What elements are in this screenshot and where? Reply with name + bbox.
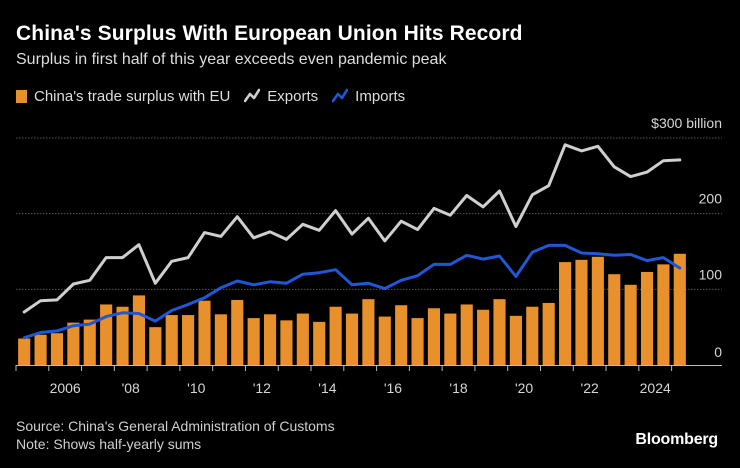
- y-axis-tick-labels: 0 100 200 $300 billion: [651, 115, 722, 360]
- exports-line: [22, 143, 682, 314]
- gridlines: [16, 137, 722, 290]
- surplus-bar: [313, 321, 326, 365]
- x-tick-label-2012: '12: [253, 380, 271, 396]
- surplus-bar: [378, 316, 391, 365]
- surplus-bar: [67, 322, 80, 365]
- surplus-bar: [132, 295, 145, 365]
- surplus-bar: [411, 318, 424, 365]
- surplus-bar: [149, 327, 162, 365]
- surplus-bar: [18, 338, 31, 365]
- legend-item-surplus: China's trade surplus with EU: [16, 88, 230, 105]
- surplus-bar: [427, 308, 441, 365]
- surplus-bar: [34, 334, 47, 365]
- x-tick-label-2014: '14: [318, 380, 336, 396]
- x-tick-label-2008: '08: [122, 380, 140, 396]
- y-tick-label-300: $300 billion: [651, 115, 722, 131]
- legend-item-exports: Exports: [244, 87, 318, 105]
- surplus-bar: [280, 320, 293, 365]
- surplus-bar: [214, 314, 227, 365]
- footnote: Note: Shows half-yearly sums: [16, 436, 202, 452]
- legend-label-surplus: China's trade surplus with EU: [34, 87, 231, 105]
- surplus-bar: [624, 284, 637, 365]
- x-tick-label-2022: '22: [581, 380, 599, 396]
- surplus-bar: [493, 299, 506, 365]
- bloomberg-logo: Bloomberg: [635, 431, 718, 448]
- x-axis: 2006 '08 '10 '12 '14 '16 '18 '20 '22 2024: [15, 365, 722, 396]
- x-tick-label-2024: 2024: [640, 380, 671, 396]
- surplus-bar: [640, 271, 654, 365]
- legend-label-exports: Exports: [267, 87, 319, 105]
- legend: China's trade surplus with EU Exports Im…: [16, 87, 419, 105]
- x-tick-label-2010: '10: [187, 380, 205, 396]
- surplus-bar: [591, 256, 604, 365]
- surplus-bar: [50, 333, 64, 365]
- surplus-bar: [231, 299, 244, 365]
- surplus-bar: [559, 262, 572, 365]
- surplus-bar: [116, 306, 129, 365]
- chart-subtitle: Surplus in first half of this year excee…: [16, 51, 447, 68]
- x-tick-label-2020: '20: [515, 380, 533, 396]
- surplus-bar: [509, 315, 522, 365]
- legend-item-imports: Imports: [332, 87, 405, 105]
- surplus-bar: [198, 300, 211, 365]
- series-lines: [22, 143, 682, 340]
- source-note: Source: China's General Administration o…: [16, 418, 335, 434]
- legend-swatch-exports-icon: [244, 88, 261, 103]
- surplus-bar: [575, 259, 588, 365]
- surplus-bar: [263, 314, 277, 365]
- surplus-bar: [83, 319, 96, 365]
- surplus-bar: [542, 302, 555, 365]
- surplus-bar: [395, 305, 408, 365]
- surplus-bar: [296, 313, 309, 365]
- surplus-bar: [477, 309, 490, 365]
- surplus-bar: [657, 264, 670, 365]
- surplus-bar: [444, 313, 457, 365]
- surplus-bar: [329, 306, 342, 365]
- imports-line: [22, 243, 682, 340]
- y-tick-label-200: 200: [699, 191, 723, 207]
- surplus-bar: [362, 299, 375, 365]
- x-tick-label-2016: '16: [384, 380, 402, 396]
- surplus-bar: [165, 315, 178, 365]
- legend-swatch-imports-icon: [332, 88, 349, 103]
- chart-title: China's Surplus With European Union Hits…: [16, 22, 523, 45]
- surplus-bar: [100, 304, 113, 365]
- surplus-bar: [673, 253, 686, 365]
- surplus-bar: [526, 306, 539, 365]
- y-tick-label-100: 100: [699, 266, 723, 282]
- surplus-bar: [345, 313, 359, 365]
- surplus-bar: [608, 274, 621, 365]
- surplus-bar: [182, 315, 195, 365]
- surplus-bar: [460, 304, 473, 365]
- y-tick-label-0: 0: [714, 344, 722, 360]
- legend-swatch-surplus-icon: [16, 89, 27, 103]
- legend-label-imports: Imports: [355, 87, 406, 105]
- x-tick-label-2006: 2006: [50, 380, 81, 396]
- x-tick-label-2018: '18: [449, 380, 467, 396]
- surplus-bar: [247, 318, 260, 365]
- surplus-bars: [18, 253, 686, 365]
